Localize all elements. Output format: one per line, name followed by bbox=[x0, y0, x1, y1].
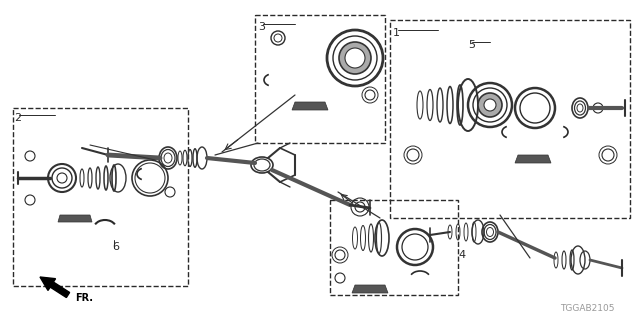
Bar bbox=[330, 200, 458, 295]
Circle shape bbox=[339, 42, 371, 74]
Text: 5: 5 bbox=[468, 40, 475, 50]
Text: 2: 2 bbox=[14, 113, 21, 123]
Text: 3: 3 bbox=[258, 22, 265, 32]
Text: 6: 6 bbox=[112, 242, 119, 252]
Polygon shape bbox=[58, 215, 92, 222]
Polygon shape bbox=[515, 155, 551, 163]
Polygon shape bbox=[292, 102, 328, 110]
Circle shape bbox=[484, 99, 496, 111]
FancyArrow shape bbox=[40, 277, 70, 298]
Polygon shape bbox=[352, 285, 388, 293]
Text: 1: 1 bbox=[393, 28, 400, 38]
Bar bbox=[390, 20, 630, 218]
Text: 4: 4 bbox=[458, 250, 465, 260]
Text: FR.: FR. bbox=[75, 293, 93, 303]
Bar bbox=[13, 108, 188, 286]
Text: TGGAB2105: TGGAB2105 bbox=[560, 304, 614, 313]
Circle shape bbox=[478, 93, 502, 117]
Circle shape bbox=[345, 48, 365, 68]
Bar bbox=[255, 15, 385, 143]
